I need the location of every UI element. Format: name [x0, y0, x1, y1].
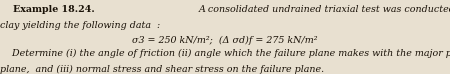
Text: Determine (i) the angle of friction (ii) angle which the failure plane makes wit: Determine (i) the angle of friction (ii)…	[0, 49, 450, 58]
Text: σ3 = 250 kN/m²;  (Δ σd)f = 275 kN/m²: σ3 = 250 kN/m²; (Δ σd)f = 275 kN/m²	[132, 36, 318, 45]
Text: A consolidated undrained triaxial test was conducted on a normally consolidated: A consolidated undrained triaxial test w…	[199, 5, 450, 14]
Text: clay yielding the following data  :: clay yielding the following data :	[0, 21, 160, 30]
Text: plane,  and (iii) normal stress and shear stress on the failure plane.: plane, and (iii) normal stress and shear…	[0, 64, 333, 73]
Text: Example 18.24.: Example 18.24.	[0, 5, 98, 14]
